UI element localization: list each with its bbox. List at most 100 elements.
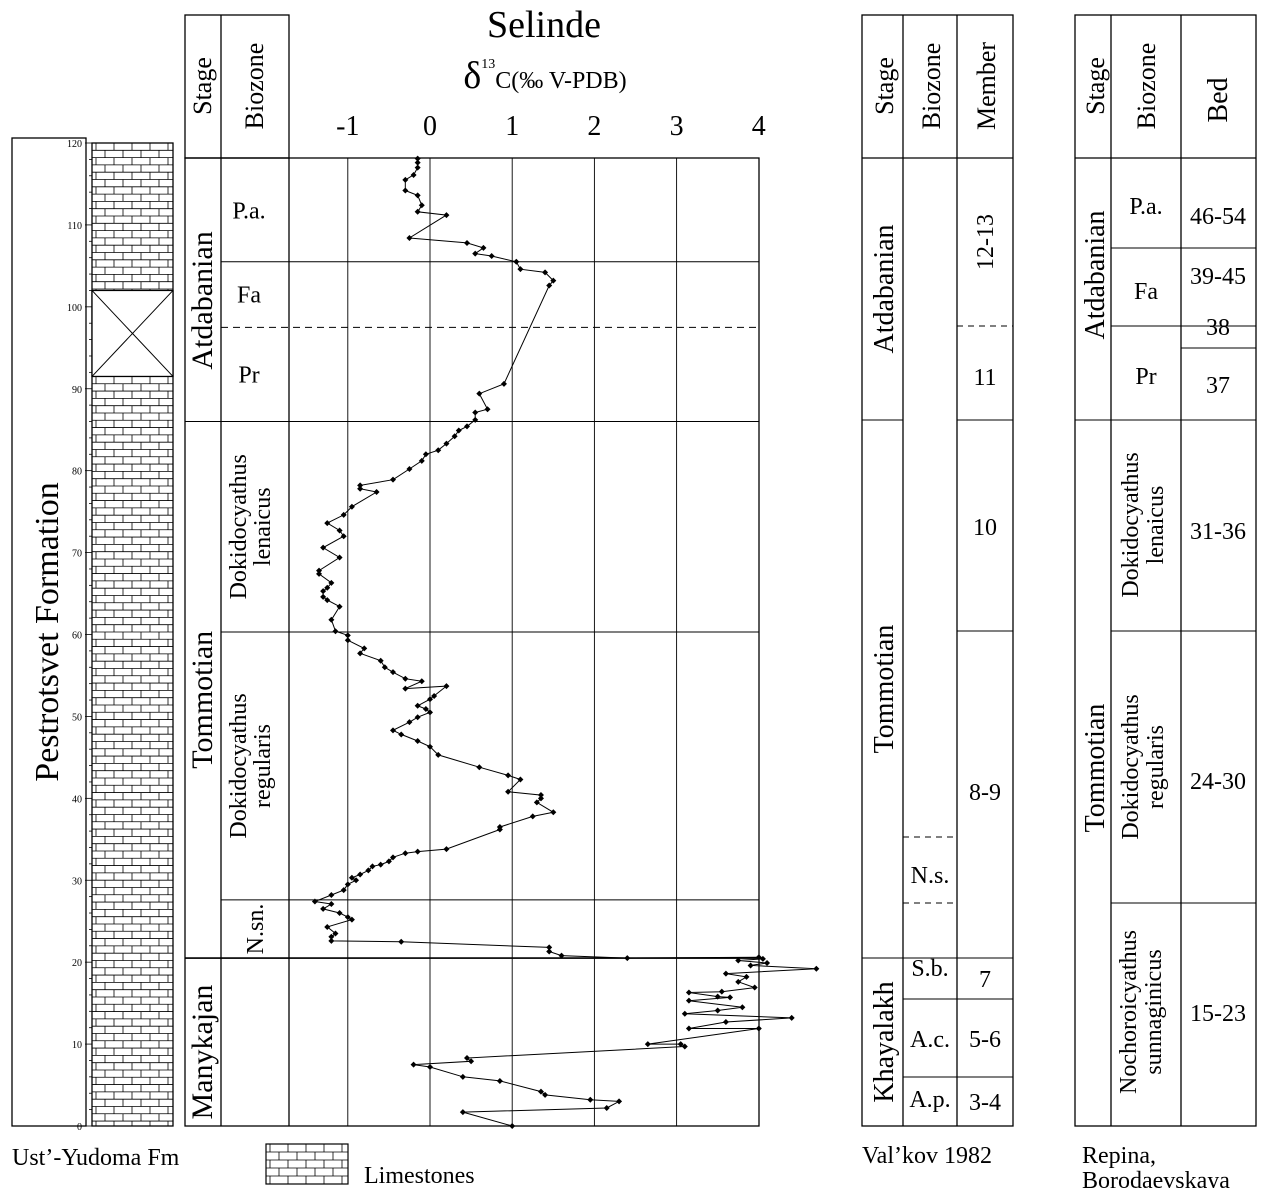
- biozone-label-line: Dokidocyathus: [226, 693, 252, 838]
- repina-bed-39-45: 39-45: [1190, 264, 1246, 290]
- data-point: [624, 955, 631, 962]
- valkov-biozone-ap: A.p.: [909, 1087, 950, 1113]
- data-point: [311, 898, 318, 905]
- data-point: [348, 874, 355, 881]
- data-point: [443, 440, 450, 447]
- data-point: [402, 685, 409, 692]
- data-point: [755, 1025, 762, 1032]
- biozone-label: Pr: [238, 362, 259, 388]
- valkov-biozone-sb: S.b.: [911, 956, 948, 982]
- data-point: [484, 406, 491, 413]
- repina-bed-31-36: 31-36: [1190, 519, 1246, 545]
- data-point: [476, 390, 483, 397]
- valkov-member-header: Member: [972, 42, 1001, 130]
- data-point: [418, 202, 425, 209]
- repina-stage-header: Stage: [1081, 57, 1110, 115]
- data-point: [390, 476, 397, 483]
- data-point: [336, 554, 343, 561]
- data-point: [714, 993, 721, 1000]
- repina-biozone-fa: Fa: [1134, 279, 1158, 305]
- data-point: [714, 1007, 721, 1014]
- data-point: [344, 881, 351, 888]
- biozone-label: N.sn.: [243, 904, 269, 955]
- depth-tick-label: 50: [72, 712, 82, 723]
- data-point: [427, 696, 433, 703]
- data-point: [373, 488, 380, 495]
- valkov-frame: [861, 14, 1014, 1127]
- repina-bed-15-23: 15-23: [1190, 1001, 1246, 1027]
- data-point: [320, 588, 327, 595]
- biozone-label: Fa: [237, 283, 261, 309]
- legend-swatch-frame: [265, 1143, 349, 1185]
- chart-title: Selinde: [487, 4, 601, 46]
- data-point: [390, 669, 397, 676]
- data-point: [414, 714, 421, 721]
- underlying-formation-label: Ust’-Yudoma Fm: [12, 1145, 180, 1171]
- data-point: [459, 1109, 466, 1116]
- data-point: [463, 239, 470, 246]
- data-point: [398, 938, 405, 945]
- x-tick-label: 4: [752, 111, 766, 142]
- data-point: [316, 570, 323, 577]
- data-point: [414, 208, 421, 215]
- depth-tick-label: 120: [67, 139, 82, 150]
- data-point: [328, 579, 335, 586]
- data-point: [542, 1091, 549, 1098]
- data-point: [764, 959, 771, 966]
- data-point: [463, 423, 470, 430]
- main-section-frame: [184, 157, 760, 1127]
- data-point: [476, 764, 483, 771]
- data-point: [320, 905, 327, 912]
- data-point: [443, 683, 450, 690]
- data-point: [357, 650, 364, 657]
- data-point: [418, 457, 425, 464]
- x-tick-label: 3: [670, 111, 684, 142]
- data-point: [324, 584, 331, 591]
- data-point: [324, 923, 331, 930]
- data-point: [529, 813, 536, 820]
- repina-stage-atdabanian: Atdabanian: [1080, 210, 1111, 339]
- repina-biozone-regularis-2: regularis: [1143, 725, 1169, 809]
- data-point: [722, 1018, 729, 1025]
- valkov-stage-atdabanian: Atdabanian: [869, 224, 900, 353]
- x-axis-label: δ13C(‰ V-PDB): [463, 55, 626, 97]
- data-point: [459, 1073, 466, 1080]
- data-point: [320, 544, 327, 551]
- data-point: [443, 212, 450, 219]
- data-point: [558, 952, 565, 959]
- data-point: [398, 731, 405, 738]
- data-point: [472, 416, 479, 423]
- data-point: [788, 1014, 795, 1021]
- valkov-member-10: 10: [973, 515, 997, 541]
- data-point: [496, 824, 503, 831]
- main-stage-header: Stage: [188, 57, 217, 115]
- data-point: [410, 171, 417, 178]
- data-point: [443, 846, 450, 853]
- main-biozone-header: Biozone: [240, 43, 269, 130]
- depth-tick-label: 110: [67, 221, 82, 232]
- repina-biozone-sunnaginicus-1: Nochoroicyathus: [1116, 930, 1142, 1094]
- valkov-stage-header: Stage: [870, 57, 899, 115]
- data-point: [340, 533, 347, 540]
- x-tick-labels: -1 0 1 2 3 4: [336, 111, 766, 142]
- data-point: [813, 965, 820, 972]
- data-point: [328, 891, 335, 898]
- data-point: [422, 706, 429, 713]
- data-point: [340, 887, 347, 894]
- data-point: [517, 266, 524, 273]
- data-point: [542, 269, 549, 276]
- zone-boundaries: [185, 261, 759, 959]
- depth-tick-label: 90: [72, 385, 82, 396]
- legend-label: Limestones: [364, 1163, 475, 1188]
- data-point: [357, 482, 364, 489]
- data-point: [427, 743, 433, 750]
- data-point: [455, 427, 462, 434]
- data-point: [550, 809, 557, 816]
- data-point: [418, 678, 425, 685]
- data-point: [685, 989, 692, 996]
- data-point: [496, 1077, 503, 1084]
- repina-caption-line-1: Repina,: [1082, 1143, 1156, 1169]
- x-tick-label: -1: [336, 111, 359, 142]
- formation-column: [11, 137, 87, 1127]
